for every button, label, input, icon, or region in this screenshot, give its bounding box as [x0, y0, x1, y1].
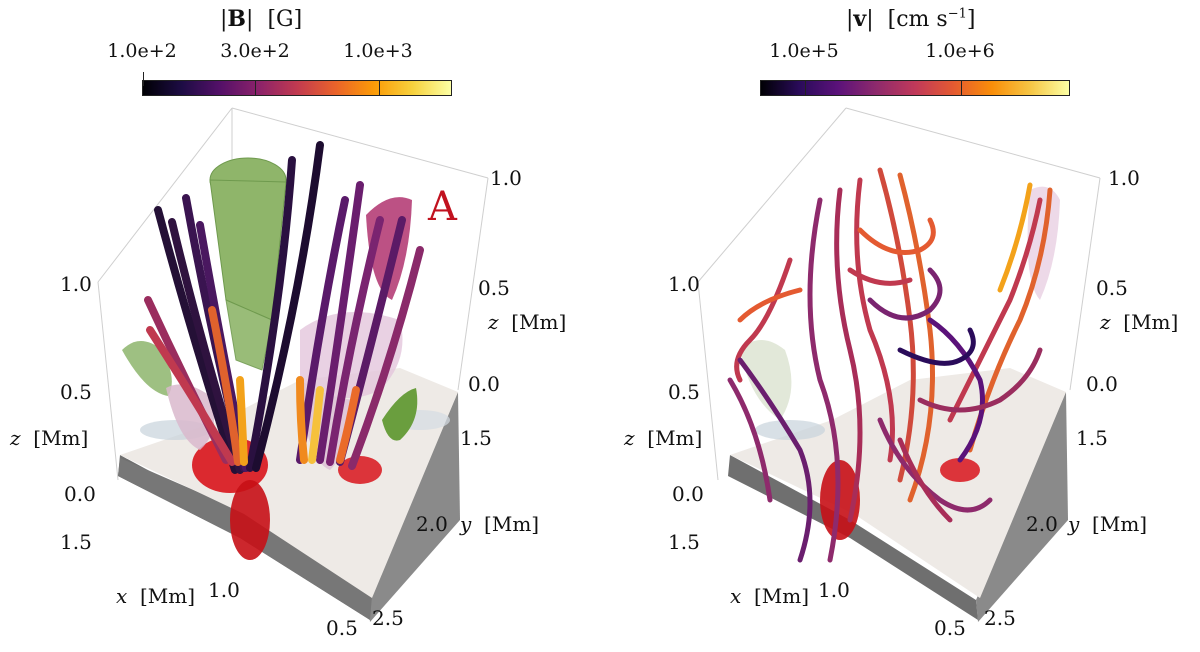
z-back-tick-label: 1.0 — [490, 166, 522, 190]
y-tick-label: 2.0 — [416, 512, 448, 536]
z-axis-label: z [Mm] — [10, 426, 89, 450]
y-tick-label: 1.5 — [1076, 426, 1108, 450]
z-tick-label: 0.0 — [64, 482, 96, 506]
z-tick-label: 1.0 — [60, 272, 92, 296]
z-tick-label: 0.5 — [60, 380, 92, 404]
z-back-tick-label: 0.0 — [468, 372, 500, 396]
z-back-tick-label: 0.5 — [1096, 276, 1128, 300]
left-panel-magnetic-field: |B| [G] 1.0e+2 3.0e+2 1.0e+3 — [10, 6, 567, 640]
z-back-axis-label: z [Mm] — [488, 310, 567, 334]
z-tick-label: 0.5 — [668, 380, 700, 404]
right-panel-velocity: |v| [cm s−1] 1.0e+5 1.0e+6 — [600, 0, 1200, 652]
colorbar-tick: 3.0e+2 — [220, 40, 290, 62]
colorbar-tick: 1.0e+3 — [343, 40, 413, 62]
x-axis-label: x [Mm] — [116, 584, 196, 608]
z-back-tick-label: 1.0 — [1108, 166, 1140, 190]
x-tick-label: 0.5 — [934, 616, 966, 640]
colorbar-title-b: |B| [G] — [220, 6, 303, 32]
colorbar-tick: 1.0e+2 — [107, 40, 177, 62]
colorbar-tick: 1.0e+5 — [769, 40, 839, 62]
x-axis-label: x [Mm] — [730, 584, 810, 608]
colorbar-tick: 1.0e+6 — [925, 40, 995, 62]
streamline-3d-render — [697, 107, 1101, 622]
x-tick-label: 1.5 — [668, 530, 700, 554]
z-tick-label: 0.0 — [672, 482, 704, 506]
flux-tube-3d-render — [97, 107, 489, 622]
colorbar-velocity — [760, 80, 1070, 96]
x-tick-label: 1.5 — [60, 530, 92, 554]
x-tick-label: 0.5 — [326, 616, 358, 640]
z-back-tick-label: 0.5 — [478, 276, 510, 300]
colorbar-magnetic-field — [142, 72, 452, 96]
y-axis-label: y [Mm] — [460, 512, 540, 536]
colorbar-title-v: |v| [cm s−1] — [846, 6, 976, 32]
x-tick-label: 1.0 — [818, 578, 850, 602]
z-axis-label: z [Mm] — [624, 426, 703, 450]
y-axis-label: y [Mm] — [1068, 512, 1148, 536]
z-back-axis-label: z [Mm] — [1100, 310, 1179, 334]
y-tick-label: 1.5 — [460, 426, 492, 450]
y-tick-label: 2.0 — [1026, 512, 1058, 536]
y-tick-label: 2.5 — [372, 606, 404, 630]
panel-label: A — [428, 184, 457, 230]
z-tick-label: 1.0 — [668, 272, 700, 296]
x-tick-label: 1.0 — [208, 578, 240, 602]
z-back-tick-label: 0.0 — [1086, 372, 1118, 396]
y-tick-label: 2.5 — [984, 606, 1016, 630]
